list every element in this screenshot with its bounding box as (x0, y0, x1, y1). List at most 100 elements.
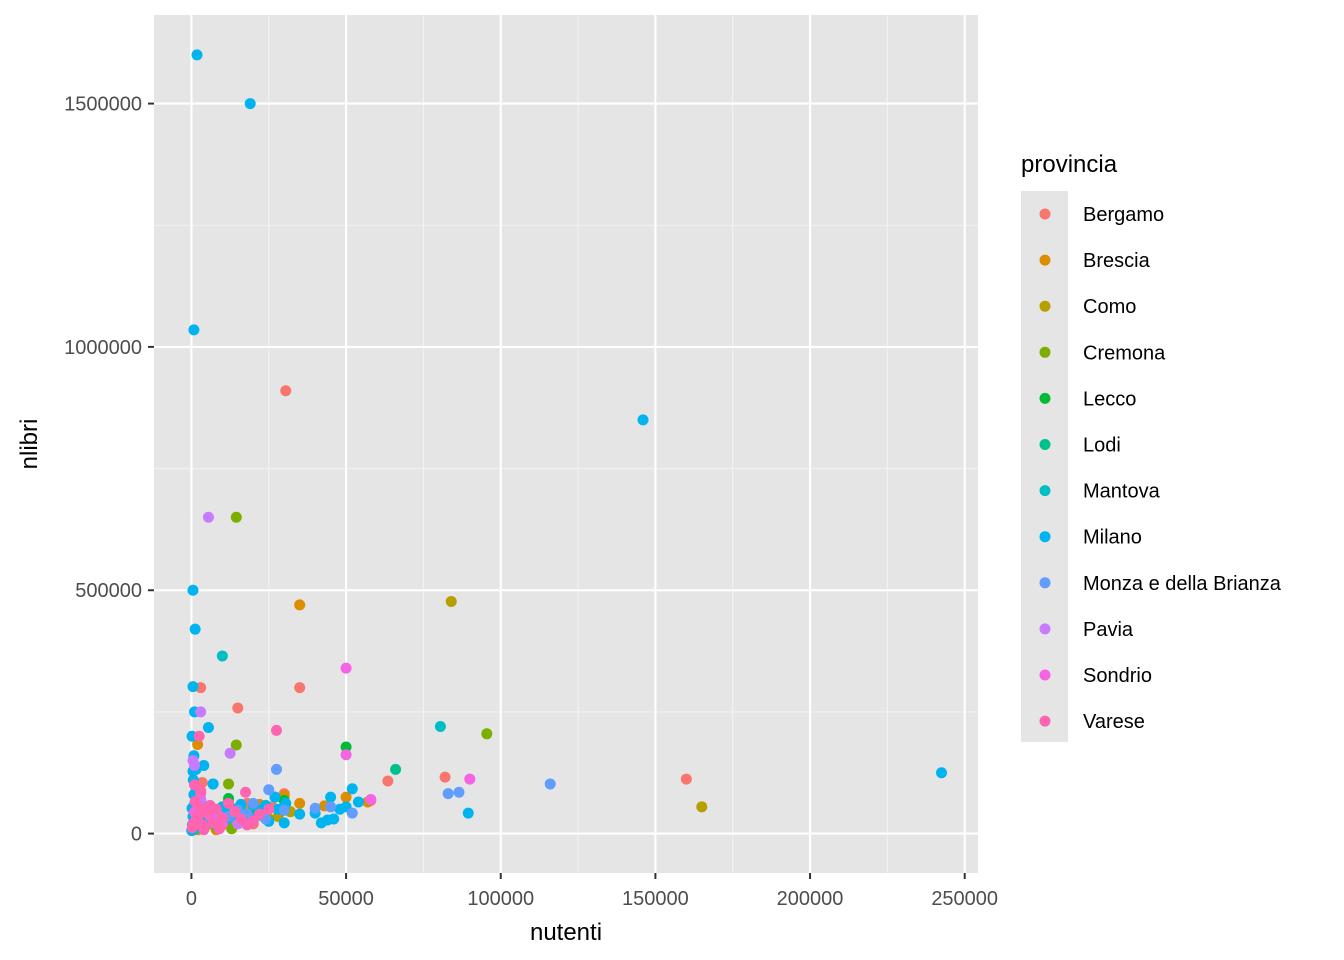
legend-key (1039, 577, 1051, 589)
data-point (278, 817, 290, 829)
legend-label: Monza e della Brianza (1083, 573, 1282, 595)
minor-gridlines (154, 15, 978, 873)
legend-label: Cremona (1083, 342, 1166, 364)
y-tick-label: 500000 (75, 580, 142, 602)
legend-key (1039, 439, 1051, 450)
data-point (334, 803, 346, 815)
data-point (340, 791, 352, 803)
data-point (229, 806, 241, 818)
data-point (309, 802, 321, 814)
legend-key (1039, 300, 1051, 312)
legend-label: Milano (1083, 527, 1142, 549)
legend-items: Bergamo Brescia Como Cremona Lecco Lodi Mantov… (1039, 204, 1282, 733)
axis-tick-labels: 0 50000 100000 150000 200000 250000 0 500000 100… (64, 94, 998, 910)
data-point (270, 763, 282, 775)
x-tick-label: 200000 (777, 888, 844, 910)
data-point (325, 791, 337, 803)
data-point (340, 662, 352, 674)
legend-label: Lodi (1083, 435, 1121, 457)
data-point (223, 778, 235, 790)
data-point (544, 778, 556, 790)
data-point (269, 791, 281, 803)
data-point (193, 730, 205, 742)
data-point (230, 739, 242, 751)
data-point (680, 773, 692, 785)
data-point (240, 786, 252, 798)
data-point (294, 682, 306, 694)
data-point (188, 324, 200, 336)
data-point (263, 784, 275, 796)
data-point (207, 778, 219, 790)
data-point (224, 747, 236, 759)
data-point (191, 49, 203, 61)
data-point (294, 599, 306, 611)
data-point (232, 702, 244, 714)
data-point (230, 511, 242, 523)
y-tick-label: 0 (131, 824, 142, 846)
data-point (280, 385, 292, 397)
data-point (382, 775, 394, 787)
data-point (278, 804, 290, 816)
major-gridlines (154, 15, 978, 873)
data-point (204, 799, 216, 811)
legend: provincia Bergamo Brescia Como Cremona Lecco… (1021, 151, 1282, 742)
x-axis-title: nutenti (530, 919, 602, 946)
data-point (365, 794, 377, 806)
data-point (202, 511, 214, 523)
legend-key (1039, 254, 1051, 266)
data-point (442, 788, 454, 800)
data-point (253, 808, 265, 820)
data-point (294, 808, 306, 820)
axis-ticks (148, 102, 966, 879)
x-tick-label: 100000 (467, 888, 534, 910)
plot-panel (154, 15, 978, 873)
legend-label: Pavia (1083, 619, 1134, 641)
data-point (462, 807, 474, 819)
data-point (346, 807, 358, 819)
x-tick-label: 250000 (931, 888, 998, 910)
data-point (270, 724, 282, 736)
y-axis-title: nlibri (16, 419, 43, 470)
data-point (439, 771, 451, 783)
data-point (216, 650, 228, 662)
data-point (187, 681, 199, 693)
legend-label: Como (1083, 296, 1136, 318)
legend-key (1039, 485, 1051, 497)
data-point (202, 721, 214, 733)
data-point (696, 801, 708, 813)
legend-key (1039, 715, 1051, 727)
x-tick-label: 0 (186, 888, 197, 910)
data-point (235, 813, 247, 825)
legend-label: Brescia (1083, 250, 1151, 272)
data-point (294, 797, 306, 809)
data-point (196, 819, 208, 831)
data-point (263, 803, 275, 815)
data-point (464, 773, 476, 785)
data-point (340, 749, 352, 761)
legend-key (1039, 669, 1051, 681)
legend-label: Varese (1083, 711, 1145, 733)
data-point (390, 763, 402, 775)
data-point (340, 741, 352, 753)
data-points (186, 49, 948, 837)
legend-label: Mantova (1083, 481, 1161, 503)
data-point (244, 98, 256, 110)
data-point (445, 595, 457, 607)
data-point (195, 706, 207, 718)
data-point (186, 822, 198, 834)
data-point (192, 739, 204, 751)
data-point (325, 801, 337, 813)
legend-label: Lecco (1083, 388, 1136, 410)
data-point (189, 623, 201, 635)
data-point (213, 823, 225, 835)
data-point (637, 414, 649, 426)
data-point (346, 783, 358, 795)
data-point (453, 786, 465, 798)
y-tick-label: 1000000 (64, 337, 142, 359)
data-point (187, 584, 199, 596)
legend-key (1039, 531, 1051, 543)
data-point (936, 767, 948, 779)
legend-label: Sondrio (1083, 665, 1152, 687)
data-point (189, 759, 201, 771)
